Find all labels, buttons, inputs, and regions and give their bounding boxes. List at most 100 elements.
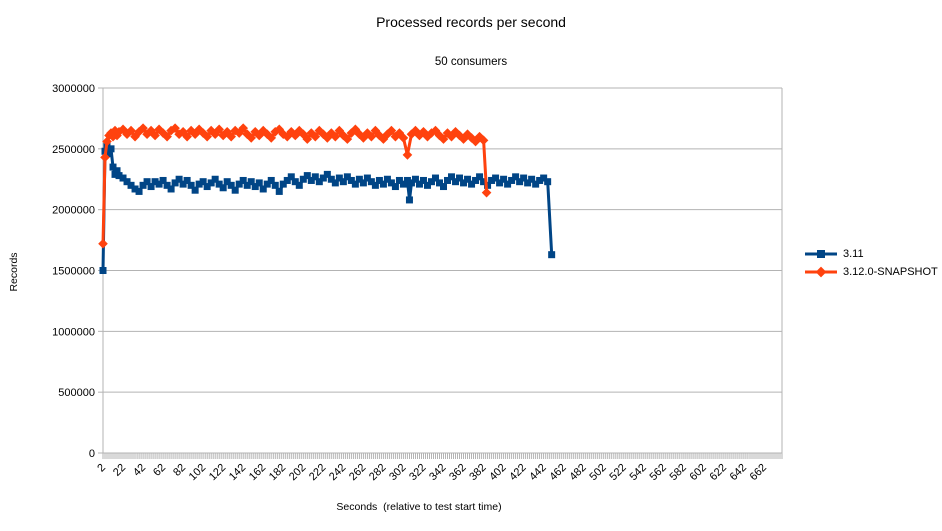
- data-point-square: [532, 180, 540, 188]
- y-tick-label: 1000000: [52, 326, 95, 338]
- y-tick-label: 500000: [58, 387, 95, 399]
- x-tick-label: 262: [347, 462, 368, 483]
- data-point-square: [113, 167, 121, 175]
- data-point-square: [387, 179, 395, 187]
- data-point-square: [500, 175, 508, 183]
- data-point-square: [548, 251, 556, 259]
- x-tick-label: 222: [307, 462, 328, 483]
- data-point-square: [199, 178, 207, 186]
- data-point-square: [395, 176, 403, 184]
- data-point-diamond: [438, 134, 449, 144]
- x-tick-label: 562: [647, 462, 668, 483]
- x-tick-label: 622: [708, 462, 729, 483]
- data-point-square: [476, 173, 484, 181]
- data-point-square: [119, 174, 127, 182]
- data-point-square: [508, 176, 516, 184]
- x-tick-label: 602: [688, 462, 709, 483]
- x-tick-label: 322: [407, 462, 428, 483]
- data-point-square: [351, 180, 359, 188]
- data-point-square: [295, 181, 303, 189]
- x-tick-label: 22: [111, 462, 128, 479]
- data-point-square: [167, 185, 175, 193]
- data-point-diamond: [126, 125, 136, 136]
- x-tick-label: 162: [247, 462, 268, 483]
- data-point-square: [512, 173, 520, 181]
- data-point-square: [271, 181, 279, 189]
- y-tick-label: 3000000: [52, 83, 95, 95]
- data-point-square: [468, 180, 476, 188]
- data-point-square: [109, 163, 117, 171]
- data-point-square: [480, 178, 488, 186]
- x-tick-label: 102: [187, 462, 208, 483]
- data-point-diamond: [478, 135, 489, 146]
- data-point-square: [355, 175, 363, 183]
- x-tick-label: 442: [527, 462, 548, 483]
- x-tick-label: 122: [207, 462, 228, 483]
- data-point-diamond: [226, 131, 236, 142]
- data-point-square: [379, 180, 387, 188]
- data-point-square: [488, 176, 496, 184]
- data-point-square: [419, 176, 427, 184]
- x-tick-label: 42: [131, 462, 148, 479]
- data-point-square: [375, 176, 383, 184]
- data-point-square: [191, 186, 199, 194]
- data-point-square: [227, 181, 235, 189]
- data-point-diamond: [310, 131, 321, 142]
- data-point-square: [464, 175, 472, 183]
- data-point-square: [179, 180, 187, 188]
- data-point-square: [171, 179, 179, 187]
- series-3.11: [99, 142, 556, 274]
- data-point-square: [131, 185, 139, 193]
- data-point-square: [163, 181, 171, 189]
- data-point-square: [267, 176, 275, 184]
- data-point-square: [544, 178, 552, 186]
- data-point-square: [528, 175, 536, 183]
- data-point-square: [151, 178, 159, 186]
- data-point-square: [403, 176, 411, 184]
- data-point-square: [371, 181, 379, 189]
- x-axis-tick-labels: 2 22 42 62 821021221421621822022222422622823…: [95, 462, 769, 483]
- data-point-diamond: [138, 123, 148, 133]
- data-point-square: [231, 186, 239, 194]
- data-point-square: [219, 184, 227, 192]
- data-point-square: [391, 183, 399, 191]
- data-point-square: [516, 178, 524, 186]
- data-point-square: [367, 178, 375, 186]
- x-tick-label: 362: [447, 462, 468, 483]
- x-axis-title: Seconds (relative to test start time): [336, 501, 502, 513]
- data-point-square: [259, 185, 267, 193]
- x-tick-label: 502: [587, 462, 608, 483]
- data-point-square: [359, 179, 367, 187]
- data-point-square: [331, 179, 339, 187]
- data-point-diamond: [246, 133, 257, 143]
- data-point-square: [452, 178, 460, 186]
- data-point-square: [456, 174, 464, 182]
- data-point-square: [405, 196, 413, 204]
- data-point-square: [105, 150, 113, 158]
- data-point-square: [323, 170, 331, 178]
- x-tick-label: 402: [487, 462, 508, 483]
- data-point-square: [444, 176, 452, 184]
- data-point-square: [287, 173, 295, 181]
- data-point-square: [239, 176, 247, 184]
- data-point-square: [307, 176, 315, 184]
- data-point-square: [339, 178, 347, 186]
- data-point-square: [235, 180, 243, 188]
- data-point-square: [327, 175, 335, 183]
- data-point-square: [143, 178, 151, 186]
- data-point-square: [275, 187, 283, 195]
- data-point-square: [135, 187, 143, 195]
- x-tick-label: 642: [728, 462, 749, 483]
- data-point-square: [383, 175, 391, 183]
- data-point-square: [207, 179, 215, 187]
- data-point-square: [215, 180, 223, 188]
- data-point-square: [536, 176, 544, 184]
- y-tick-label: 0: [89, 448, 95, 460]
- x-tick-label: 422: [507, 462, 528, 483]
- data-point-diamond: [302, 134, 313, 144]
- x-tick-label: 282: [367, 462, 388, 483]
- legend-label: 3.12.0-SNAPSHOT: [843, 265, 938, 278]
- data-point-square: [155, 180, 163, 188]
- legend: 3.11 3.12.0-SNAPSHOT: [804, 246, 938, 279]
- gridlines: [98, 87, 782, 454]
